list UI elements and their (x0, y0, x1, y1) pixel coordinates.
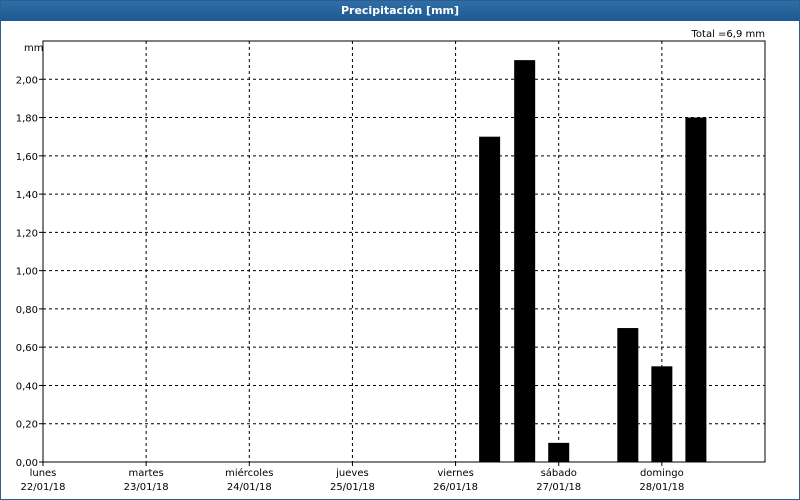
y-axis-unit-label: mm (24, 43, 43, 54)
y-tick-label: 1,00 (16, 267, 38, 278)
x-day-name-label: miércoles (225, 467, 273, 479)
y-tick-label: 2,00 (16, 75, 38, 86)
x-date-label: 23/01/18 (124, 482, 169, 493)
x-date-label: 27/01/18 (536, 482, 581, 493)
x-day-name-label: lunes (30, 468, 57, 479)
y-tick-label: 0,00 (16, 458, 38, 469)
y-tick-label: 1,20 (16, 228, 38, 239)
bar (617, 328, 639, 462)
bar (548, 442, 570, 462)
bar (514, 60, 536, 463)
window-title: Precipitación [mm] (340, 4, 460, 17)
axis-layer: 0,00 0,20 0,40 0,60 0,80 1,00 1,20 1,40 1,60 1,80… (16, 40, 766, 493)
x-date-label: 25/01/18 (330, 482, 375, 493)
x-day-name-label: domingo (640, 468, 684, 479)
grid-layer (43, 41, 765, 462)
bar (685, 117, 707, 462)
bars-layer (479, 60, 707, 463)
x-date-label: 26/01/18 (433, 482, 478, 493)
y-tick-label: 0,20 (16, 420, 38, 431)
x-date-label: 22/01/18 (21, 482, 66, 493)
x-day-name-label: viernes (437, 468, 473, 479)
x-day-name-label: sábado (541, 467, 577, 479)
x-date-label: 24/01/18 (227, 482, 272, 493)
y-tick-label: 1,60 (16, 152, 38, 163)
bar (479, 136, 501, 462)
y-tick-label: 1,80 (16, 114, 38, 125)
y-tick-label: 0,60 (16, 343, 38, 354)
y-tick-label: 1,40 (16, 190, 38, 201)
total-label: Total =6,9 mm (691, 29, 765, 40)
x-day-name-label: martes (129, 468, 164, 479)
plot-frame (42, 40, 766, 463)
window-title-bar: Precipitación [mm] (1, 1, 799, 21)
y-tick-label: 0,40 (16, 381, 38, 392)
y-tick-label: 0,80 (16, 305, 38, 316)
x-date-label: 28/01/18 (639, 482, 684, 493)
bar (651, 366, 673, 462)
x-day-name-label: jueves (335, 468, 369, 479)
